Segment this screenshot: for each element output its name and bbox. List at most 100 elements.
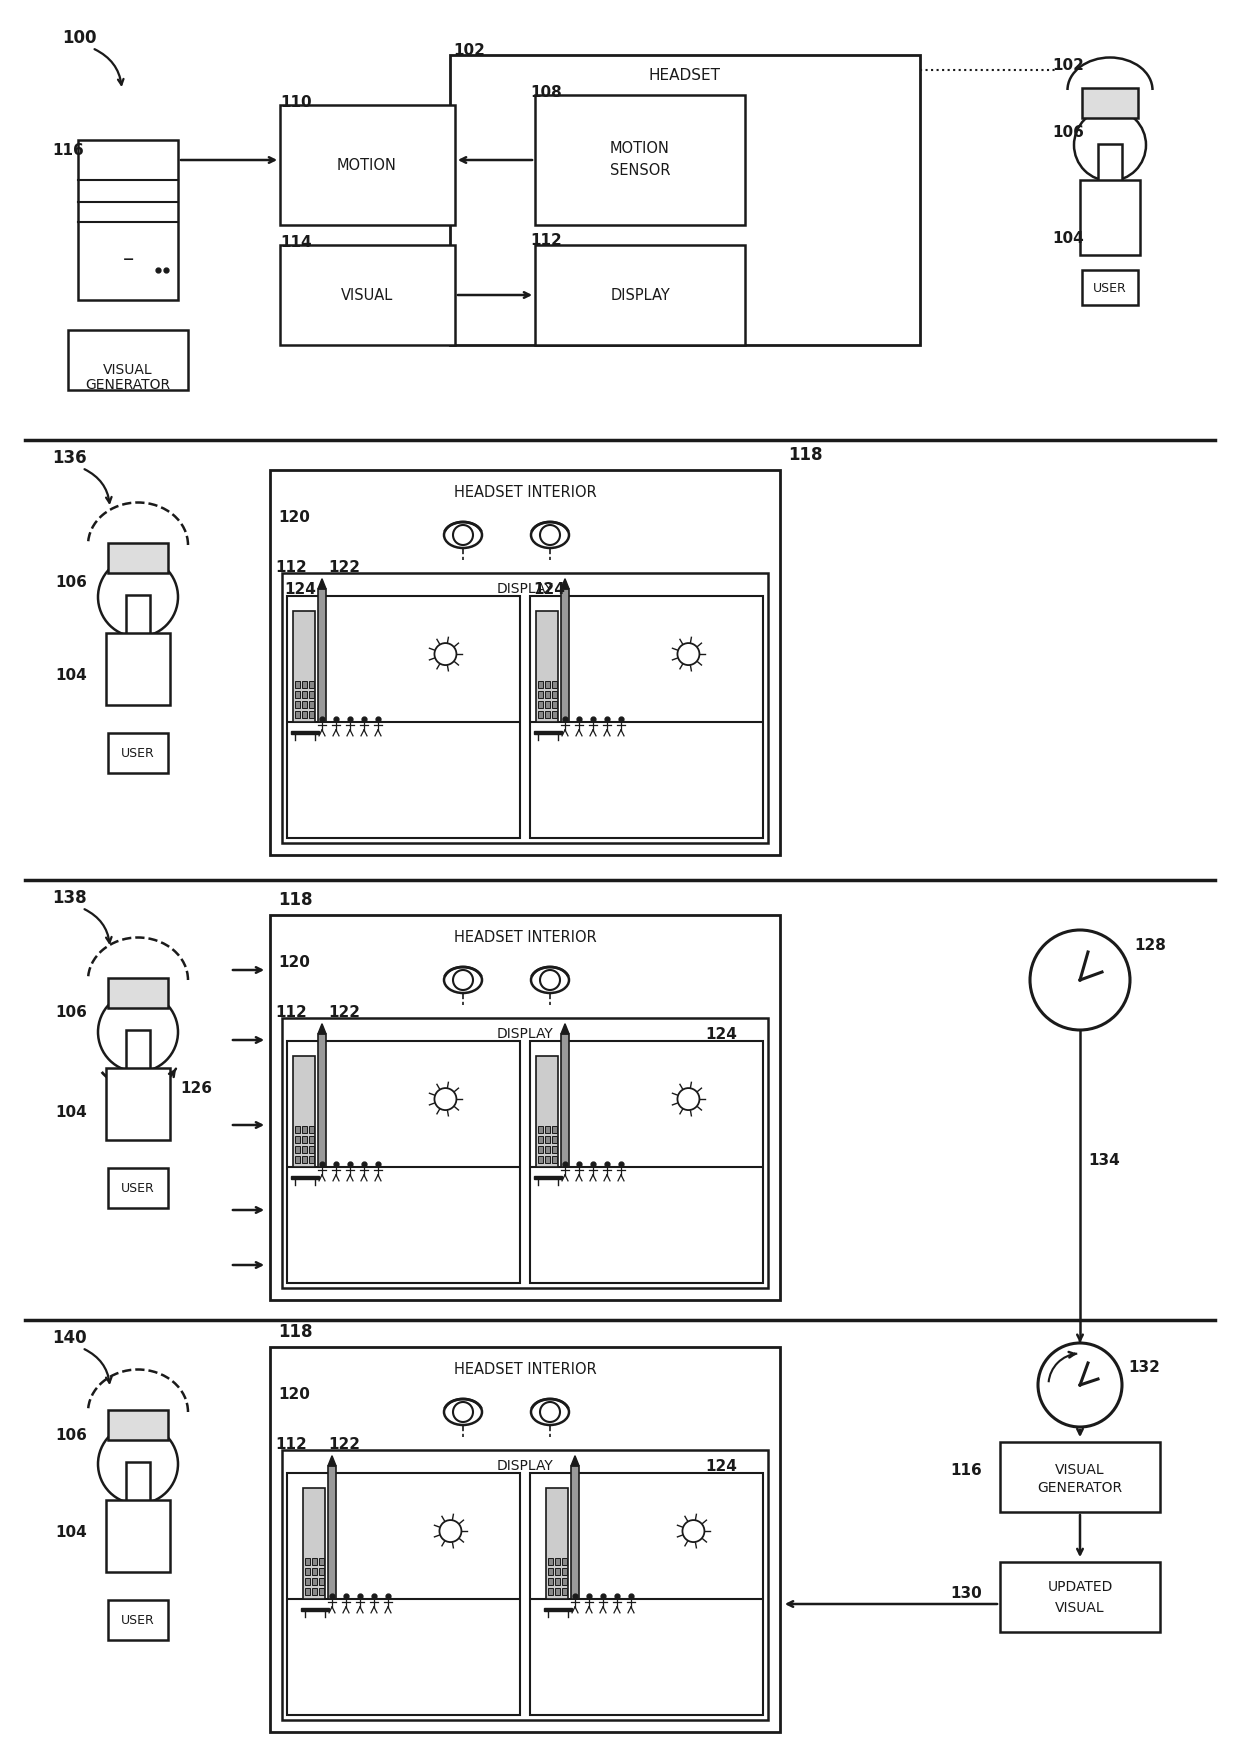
- Bar: [291, 730, 319, 734]
- Bar: [312, 1577, 317, 1584]
- Bar: [319, 1568, 324, 1575]
- Bar: [286, 597, 520, 838]
- Bar: [319, 1577, 324, 1584]
- Bar: [538, 1156, 543, 1163]
- Bar: [317, 1033, 326, 1167]
- Bar: [303, 1135, 308, 1142]
- Text: 106: 106: [55, 1005, 87, 1019]
- Text: 106: 106: [55, 574, 87, 590]
- Text: 132: 132: [1128, 1359, 1159, 1375]
- Text: 106: 106: [1052, 125, 1084, 139]
- Bar: [562, 1558, 567, 1565]
- Text: HEADSET INTERIOR: HEADSET INTERIOR: [454, 1362, 596, 1376]
- Text: UPDATED: UPDATED: [1048, 1579, 1112, 1593]
- Text: 102: 102: [453, 42, 485, 58]
- Text: USER: USER: [122, 746, 155, 760]
- Text: USER: USER: [1094, 282, 1127, 294]
- Bar: [303, 1487, 325, 1598]
- Text: MOTION: MOTION: [610, 141, 670, 155]
- Bar: [546, 1146, 551, 1153]
- Bar: [301, 1609, 329, 1610]
- Bar: [295, 1135, 300, 1142]
- Text: GENERATOR: GENERATOR: [1038, 1480, 1122, 1494]
- Bar: [1083, 269, 1138, 304]
- Bar: [529, 1473, 763, 1714]
- Text: 118: 118: [278, 1324, 312, 1341]
- Text: 130: 130: [950, 1586, 982, 1602]
- Text: USER: USER: [122, 1181, 155, 1195]
- Bar: [312, 1568, 317, 1575]
- Bar: [309, 692, 314, 697]
- Text: 120: 120: [278, 509, 310, 524]
- Bar: [295, 700, 300, 708]
- Text: 112: 112: [275, 1005, 306, 1019]
- Bar: [309, 681, 314, 688]
- Text: VISUAL: VISUAL: [341, 287, 393, 303]
- Text: 108: 108: [529, 84, 562, 100]
- Bar: [546, 681, 551, 688]
- Bar: [309, 1126, 314, 1133]
- Text: HEADSET INTERIOR: HEADSET INTERIOR: [454, 484, 596, 500]
- Bar: [534, 245, 745, 345]
- Bar: [536, 611, 558, 722]
- Bar: [303, 711, 308, 718]
- Text: 120: 120: [278, 1387, 310, 1401]
- Bar: [570, 1466, 579, 1598]
- Bar: [281, 574, 768, 843]
- Polygon shape: [560, 1024, 569, 1033]
- Text: VISUAL: VISUAL: [1055, 1600, 1105, 1614]
- Bar: [303, 700, 308, 708]
- Bar: [108, 544, 167, 574]
- Text: 124: 124: [533, 581, 565, 597]
- Bar: [556, 1588, 560, 1595]
- Bar: [309, 711, 314, 718]
- Bar: [78, 141, 179, 299]
- Bar: [295, 1126, 300, 1133]
- Text: 102: 102: [1052, 58, 1084, 72]
- Bar: [309, 1156, 314, 1163]
- Text: 124: 124: [706, 1459, 737, 1473]
- Text: 104: 104: [55, 667, 87, 683]
- Text: 114: 114: [280, 234, 311, 250]
- Bar: [312, 1588, 317, 1595]
- Bar: [105, 1068, 170, 1140]
- Bar: [293, 1056, 315, 1167]
- Bar: [562, 1577, 567, 1584]
- Text: 134: 134: [1087, 1153, 1120, 1167]
- Bar: [126, 1463, 150, 1501]
- Bar: [108, 732, 167, 773]
- Bar: [548, 1577, 553, 1584]
- Text: DISPLAY: DISPLAY: [497, 1028, 553, 1040]
- Bar: [552, 1135, 557, 1142]
- Bar: [105, 1500, 170, 1572]
- Text: 122: 122: [329, 560, 360, 574]
- Bar: [552, 700, 557, 708]
- Bar: [270, 1346, 780, 1732]
- Bar: [303, 1126, 308, 1133]
- Bar: [68, 331, 188, 391]
- Text: DISPLAY: DISPLAY: [610, 287, 670, 303]
- Bar: [546, 1126, 551, 1133]
- Polygon shape: [317, 579, 326, 590]
- Bar: [544, 1609, 572, 1610]
- Bar: [305, 1568, 310, 1575]
- Text: HEADSET: HEADSET: [649, 67, 720, 83]
- Text: 100: 100: [62, 28, 97, 48]
- Bar: [536, 1056, 558, 1167]
- Text: 120: 120: [278, 954, 310, 970]
- Polygon shape: [329, 1456, 336, 1466]
- Polygon shape: [560, 579, 569, 590]
- Text: MOTION: MOTION: [337, 157, 397, 172]
- Bar: [546, 1135, 551, 1142]
- Text: 106: 106: [55, 1427, 87, 1443]
- Bar: [1083, 88, 1138, 118]
- Polygon shape: [570, 1456, 579, 1466]
- Text: HEADSET INTERIOR: HEADSET INTERIOR: [454, 929, 596, 945]
- Text: 136: 136: [52, 449, 87, 466]
- Text: –: –: [123, 248, 134, 269]
- Bar: [305, 1577, 310, 1584]
- Bar: [295, 1156, 300, 1163]
- Bar: [552, 1126, 557, 1133]
- Text: 118: 118: [278, 891, 312, 908]
- Bar: [529, 597, 763, 838]
